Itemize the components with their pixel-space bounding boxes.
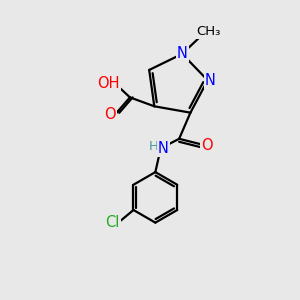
- Text: Cl: Cl: [106, 215, 120, 230]
- Text: H: H: [148, 140, 158, 153]
- Text: N: N: [177, 46, 188, 62]
- Text: N: N: [158, 141, 169, 156]
- Text: O: O: [104, 107, 116, 122]
- Text: OH: OH: [97, 76, 119, 91]
- Text: CH₃: CH₃: [197, 26, 221, 38]
- Text: O: O: [201, 138, 213, 153]
- Text: N: N: [205, 73, 215, 88]
